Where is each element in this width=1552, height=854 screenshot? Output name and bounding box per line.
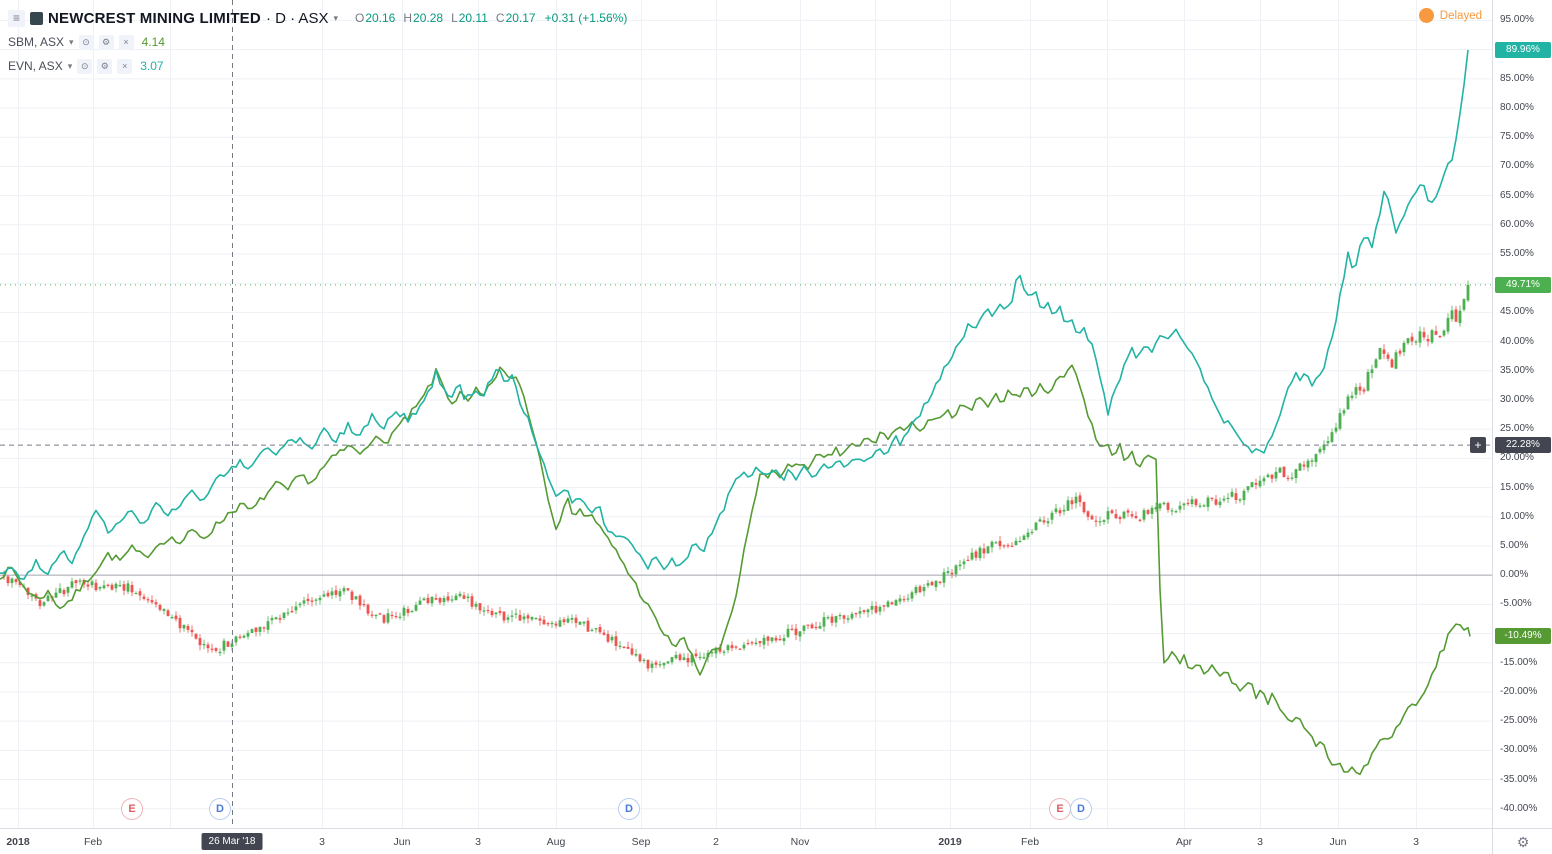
price-tick-label: 10.00% — [1500, 510, 1534, 522]
time-tick-label: 2 — [713, 836, 719, 848]
price-tick-label: 80.00% — [1500, 102, 1534, 114]
high-label: H — [403, 11, 413, 25]
price-tick-label: -15.00% — [1500, 656, 1538, 668]
symbol-title[interactable]: NEWCREST MINING LIMITED — [48, 9, 261, 27]
chart-region[interactable]: ≡ NEWCREST MINING LIMITED · D · ASX ▾ O2… — [0, 0, 1492, 828]
menu-icon[interactable]: ≡ — [8, 9, 25, 27]
price-badge: 49.71% — [1495, 276, 1551, 293]
price-tick-label: -5.00% — [1500, 598, 1532, 610]
main-symbol-row[interactable]: ≡ NEWCREST MINING LIMITED · D · ASX ▾ O2… — [8, 6, 627, 30]
crosshair-date-badge: 26 Mar '18 — [201, 833, 263, 850]
open-label: O — [354, 11, 365, 25]
time-tick-label: 3 — [475, 836, 481, 848]
close-icon[interactable]: × — [117, 58, 133, 74]
add-alert-plus-button[interactable]: + — [1470, 437, 1486, 454]
axis-settings-corner[interactable]: ⚙ — [1492, 828, 1552, 854]
compare-symbol-evn[interactable]: EVN, ASX — [8, 59, 63, 73]
low-value: 20.11 — [458, 11, 488, 25]
low-label: L — [451, 11, 458, 25]
compare-symbol-sbm[interactable]: SBM, ASX — [8, 35, 65, 49]
price-badge: -10.49% — [1495, 628, 1551, 645]
chevron-down-icon[interactable]: ▾ — [69, 36, 74, 47]
price-tick-label: 5.00% — [1500, 539, 1529, 551]
close-icon[interactable]: × — [118, 34, 134, 50]
high-value: 20.28 — [413, 11, 444, 25]
event-marker-e[interactable]: E — [1049, 798, 1071, 820]
price-tick-label: 30.00% — [1500, 393, 1534, 405]
price-tick-label: 70.00% — [1500, 160, 1534, 172]
gear-icon[interactable]: ⚙ — [97, 58, 113, 74]
symbol-interval[interactable]: · D · ASX — [265, 9, 329, 27]
gear-icon[interactable]: ⚙ — [1516, 833, 1530, 850]
price-tick-label: 60.00% — [1500, 218, 1534, 230]
chevron-down-icon[interactable]: ▾ — [333, 12, 338, 23]
price-tick-label: -25.00% — [1500, 715, 1538, 727]
time-tick-label: Apr — [1175, 836, 1193, 848]
time-axis[interactable]: 2018 Feb 3 Jun 3 Aug Sep 2 Nov 2019 Feb Apr 3 Jun 3 26 … — [0, 828, 1492, 854]
close-label: C — [495, 11, 505, 25]
price-tick-label: 75.00% — [1500, 131, 1534, 143]
eye-icon[interactable]: ⊙ — [77, 58, 93, 74]
time-tick-label: 3 — [319, 836, 325, 848]
time-tick-label: Aug — [546, 836, 566, 848]
price-tick-label: 35.00% — [1500, 364, 1534, 376]
compare-value-evn: 3.07 — [140, 59, 164, 73]
time-tick-label: 3 — [1413, 836, 1419, 848]
price-tick-label: 65.00% — [1500, 189, 1534, 201]
time-tick-label: Feb — [83, 836, 103, 848]
price-badge: 89.96% — [1495, 41, 1551, 58]
event-marker-d[interactable]: D — [1070, 798, 1092, 820]
symbol-logo-icon — [30, 11, 43, 25]
delayed-icon — [1418, 8, 1434, 23]
time-tick-label: 3 — [1257, 836, 1263, 848]
price-tick-label: 45.00% — [1500, 306, 1534, 318]
price-tick-label: 15.00% — [1500, 481, 1534, 493]
time-tick-label: Sep — [631, 836, 651, 848]
price-badge: 22.28% — [1495, 437, 1551, 454]
chevron-down-icon[interactable]: ▾ — [67, 60, 73, 71]
delayed-label: Delayed — [1439, 9, 1482, 22]
ohlc-readout: O20.16 H20.28 L20.11 C20.17 — [355, 11, 536, 25]
time-tick-label: 2018 — [6, 836, 30, 848]
compare-value-sbm: 4.14 — [141, 35, 165, 49]
price-axis[interactable]: -40.00% -35.00% -30.00% -25.00% -20.00% -15.0… — [1492, 0, 1552, 828]
price-tick-label: 55.00% — [1500, 248, 1534, 259]
eye-icon[interactable]: ⊙ — [78, 34, 94, 50]
price-tick-label: -35.00% — [1500, 773, 1538, 785]
gear-icon[interactable]: ⚙ — [98, 34, 114, 50]
chart-legend: ≡ NEWCREST MINING LIMITED · D · ASX ▾ O2… — [8, 6, 627, 78]
price-tick-label: 0.00% — [1500, 569, 1529, 581]
change-value: +0.31 (+1.56%) — [544, 11, 628, 25]
price-tick-label: -20.00% — [1500, 685, 1538, 697]
time-tick-label: Feb — [1020, 836, 1040, 848]
price-tick-label: 95.00% — [1500, 14, 1534, 26]
price-tick-label: 40.00% — [1500, 335, 1534, 347]
price-tick-label: -30.00% — [1500, 744, 1538, 756]
event-marker-d[interactable]: D — [618, 798, 640, 820]
price-tick-label: 25.00% — [1500, 423, 1534, 435]
compare-row-evn[interactable]: EVN, ASX ▾ ⊙ ⚙ × 3.07 — [8, 54, 627, 78]
price-tick-label: 20.00% — [1500, 452, 1534, 464]
time-tick-label: Jun — [1329, 836, 1347, 848]
price-tick-label: -40.00% — [1500, 802, 1538, 814]
compare-row-sbm[interactable]: SBM, ASX ▾ ⊙ ⚙ × 4.14 — [8, 30, 627, 54]
time-tick-label: 2019 — [938, 836, 962, 848]
close-value: 20.17 — [505, 11, 536, 25]
delayed-badge[interactable]: Delayed — [1418, 8, 1482, 23]
event-marker-e[interactable]: E — [121, 798, 143, 820]
price-chart-canvas[interactable] — [0, 0, 1492, 828]
time-tick-label: Nov — [790, 836, 810, 848]
open-value: 20.16 — [365, 11, 396, 25]
price-tick-label: 85.00% — [1500, 72, 1534, 84]
time-tick-label: Jun — [393, 836, 411, 848]
event-marker-d[interactable]: D — [209, 798, 231, 820]
